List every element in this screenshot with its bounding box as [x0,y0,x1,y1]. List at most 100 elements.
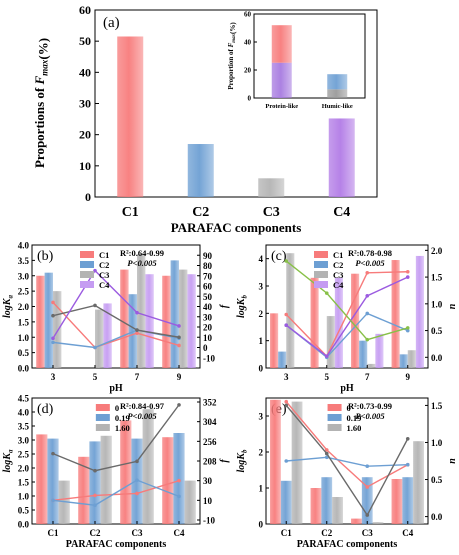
panel-b-x-tick-label: 5 [93,372,98,382]
panel-c-y-tick-label: 3 [259,282,264,292]
panel-e-bar-1.60-C3 [372,522,384,524]
panel-e-y-tick-label: 2 [259,448,264,458]
panel-b-y2-tick-label: 30 [203,312,213,322]
panel-e-x-tick-label: C4 [402,528,413,538]
panel-e-y-tick-label: 3 [259,412,264,422]
panel-e-bar-0.19-C4 [402,477,414,524]
panel-c-bar-C3-9 [407,350,416,368]
panel-b-y2-axis-label: f [219,303,230,308]
panel-d-y-tick-label: 3.0 [18,436,30,446]
panel-b-y2-tick-label: 0 [203,343,208,353]
panel-b-y-tick-label: 0.0 [18,364,30,374]
panel-d-annotation: P<0.005 [127,411,157,421]
panel-d-x-tick-label: C3 [132,528,143,538]
panel-e-y2-tick-label: 1.0 [431,438,443,448]
panel-e-bar-1.60-C2 [332,497,343,524]
panel-e-annotation: R²:0.73-0.99 [348,401,392,411]
panel-c-annotation: P<0.005 [355,258,385,268]
panel-d-x-tick-label: C2 [90,528,101,538]
panel-e-bar-0-C2 [310,488,322,524]
panel-c-y2-axis-label: n [447,303,458,309]
panel-d-x-axis-label: PARAFAC components [66,539,167,550]
panel-c-frame [265,244,429,369]
panel-b-legend-label-C2: C2 [99,260,109,270]
panel-e-legend-label-1.60: 1.60 [347,423,362,433]
panel-b-y2-tick-label: 80 [203,261,213,271]
inset-y-axis-label: Proportion of Fmax(%) [227,22,237,90]
panel-c-point-C4 [365,294,370,298]
panel-b-annotation: P<0.005 [127,258,157,268]
panel-c-point-C1 [365,271,370,275]
panel-d-y2-tick-label: 10 [203,496,213,506]
panel-d-legend-swatch-1.60 [95,424,110,431]
panel-c-legend-swatch-C1 [314,251,328,258]
panel-b-bar-C3-7 [137,254,146,368]
panel-c-legend-swatch-C2 [314,261,328,268]
panel-d-y2-tick-label: 352 [203,398,217,408]
y-tick-label-a: 10 [79,159,91,173]
panel-b-label: (b) [37,249,54,264]
inset-bar-C1 [271,25,292,63]
panel-c-point-C4 [284,323,289,328]
panel-e-bar-0-C1 [270,399,281,524]
panel-d-bar-1.60-C2 [100,435,112,524]
panel-c-legend-label-C2: C2 [333,260,343,270]
panel-b-bar-C2-9 [170,260,179,368]
panel-b-y-tick-label: 2.5 [18,287,30,297]
panel-c-legend-label-C4: C4 [333,280,344,290]
panel-b-y-tick-label: 1.0 [18,333,30,343]
panel-e-bar-0.19-C2 [321,477,333,524]
panel-e-point-0 [324,448,329,452]
panel-d-y-tick-label: 1.5 [18,478,30,488]
panel-c-point-C4 [324,354,329,359]
panel-c-bar-C4-5 [334,277,343,368]
inset-y-tick-label: 40 [244,39,252,47]
panel-e-bar-0.19-C1 [280,480,292,524]
panel-e-line-1.60 [285,404,409,517]
panel-b-bar-C4-9 [187,274,196,368]
panel-c-legend-swatch-C4 [314,281,328,288]
panel-c-point-C1 [284,312,289,317]
panel-c-point-extra [405,326,410,330]
panel-e-y2-tick-label: 0.0 [431,512,443,522]
panel-c-bar-C4-9 [415,255,424,368]
panel-c-x-tick-label: 3 [284,372,289,382]
panel-c-x-tick-label: 7 [365,372,370,382]
panel-c-point-extra [365,337,370,342]
panel-e-bar-0-C3 [351,518,362,524]
panel-b-y2-tick-label: 10 [203,333,213,343]
panel-d-y2-tick-label: -10 [203,516,215,526]
panel-d-bar-0.19-C1 [47,438,59,524]
panel-b-point-C1 [135,331,139,335]
panel-b-y2-tick-label: 70 [203,271,213,281]
panel-b-bar-C3-3 [53,291,62,368]
panel-b-y-axis-label: logKa [2,295,15,318]
panel-d-bar-0.19-C2 [89,441,101,524]
panel-e-bar-0-C4 [391,479,403,524]
panel-c-y2-tick-label: 0.5 [431,326,443,336]
panel-b-point-C1 [177,343,181,348]
y-tick-label-a: 20 [79,128,91,142]
panel-b-bar-C1-7 [120,269,129,368]
panel-e-bar-1.60-C1 [291,401,303,524]
panel-d-line-1.60 [52,404,180,472]
panel-e-legend-swatch-0.19 [327,414,342,421]
panel-d-y-axis-label: logKa [2,449,15,472]
panel-e-x-tick-label: C2 [321,528,332,538]
panel-e-bar-1.60-C4 [413,441,424,524]
panel-b-point-C3 [135,328,139,332]
panel-d-y2-tick-label: 256 [203,437,217,447]
panel-e-y-tick-label: 1 [259,484,264,494]
panel-d-line-0 [52,479,180,502]
panel-e-frame [265,397,429,525]
panel-b-line-C4 [52,269,180,339]
panel-c-y-axis-label: logKb [236,295,249,318]
panel-c-line-extra [285,260,408,341]
panel-d-legend-label-1.60: 1.60 [115,423,130,433]
panel-d-y2-tick-label: 30 [203,476,213,486]
panel-e-point-1.60 [324,451,329,456]
panel-d-y-tick-label: 2.5 [18,450,30,460]
panel-d-bar-1.60-C3 [142,409,154,524]
panel-d-point-1.60 [135,459,139,464]
